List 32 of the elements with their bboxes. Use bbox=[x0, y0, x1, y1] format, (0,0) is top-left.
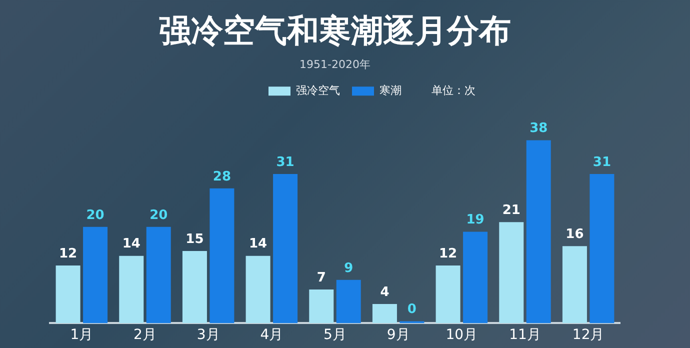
data-label: 21 bbox=[502, 202, 520, 218]
data-label: 28 bbox=[212, 169, 231, 184]
chart-subtitle: 1951-2020年 bbox=[300, 58, 370, 71]
legend-label: 寒潮 bbox=[380, 84, 402, 97]
legend-label: 强冷空气 bbox=[296, 84, 340, 97]
data-label: 38 bbox=[530, 121, 548, 136]
data-label: 14 bbox=[249, 236, 268, 252]
data-label: 4 bbox=[380, 284, 390, 300]
x-tick-label: 10月 bbox=[446, 327, 478, 344]
data-label: 20 bbox=[86, 208, 104, 223]
data-label: 31 bbox=[276, 154, 294, 170]
x-tick-label: 9月 bbox=[386, 327, 410, 344]
x-tick-label: 2月 bbox=[134, 327, 156, 344]
text: 单位：次 bbox=[432, 84, 476, 97]
data-label: 7 bbox=[316, 270, 326, 286]
x-tick-label: 5月 bbox=[324, 327, 346, 344]
x-tick-label: 4月 bbox=[260, 327, 284, 344]
data-label: 31 bbox=[592, 154, 611, 170]
chart-title: 强冷空气和寒潮逐月分布 bbox=[159, 12, 511, 50]
data-label: 19 bbox=[466, 212, 484, 228]
x-tick-label: 11月 bbox=[509, 327, 541, 344]
data-label: 0 bbox=[407, 302, 416, 318]
data-label: 15 bbox=[186, 232, 204, 247]
x-tick-label: 1月 bbox=[70, 327, 94, 344]
data-label: 9 bbox=[344, 260, 354, 276]
data-label: 12 bbox=[59, 246, 78, 262]
data-label: 16 bbox=[566, 227, 584, 242]
x-tick-label: 3月 bbox=[196, 327, 220, 344]
data-label: 12 bbox=[439, 246, 458, 262]
data-label: 20 bbox=[150, 208, 168, 223]
data-label: 14 bbox=[122, 236, 140, 252]
x-tick-label: 12月 bbox=[572, 327, 604, 344]
